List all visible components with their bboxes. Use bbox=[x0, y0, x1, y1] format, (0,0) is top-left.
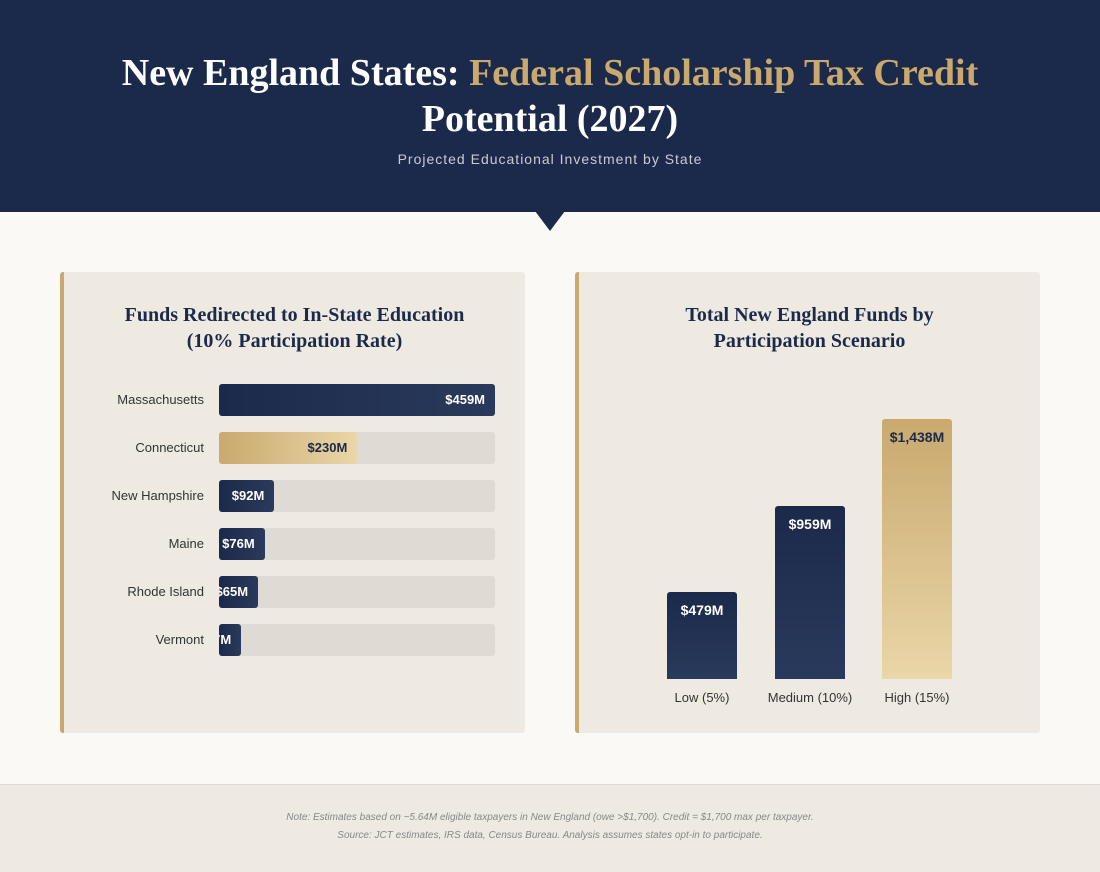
category-label: New Hampshire bbox=[111, 488, 204, 503]
chart-title: Total New England Funds by Participation… bbox=[685, 304, 934, 352]
value-label: $230M bbox=[307, 440, 348, 455]
value-label: $65M bbox=[219, 584, 249, 599]
bar: $37M bbox=[219, 624, 242, 656]
value-label: $459M bbox=[445, 392, 485, 407]
bar: $76M bbox=[219, 528, 265, 560]
bar-track: $65M bbox=[219, 576, 495, 608]
category-label: Low (5%) bbox=[674, 690, 730, 705]
category-label: Medium (10%) bbox=[767, 690, 853, 705]
chart-title: Funds Redirected to In-State Education (… bbox=[124, 304, 465, 352]
bar: $459M bbox=[219, 384, 495, 416]
chart-panel: Total New England Funds by Participation… bbox=[575, 272, 1040, 733]
title-end: Potential (2027) bbox=[421, 98, 679, 140]
bar-track: $459M bbox=[219, 384, 495, 416]
category-label: Maine bbox=[168, 536, 204, 551]
title-start: New England States: bbox=[121, 52, 460, 94]
bar-track: $230M bbox=[219, 432, 495, 464]
chart-panel: Funds Redirected to In-State Education (… bbox=[60, 272, 525, 733]
header: New England States: Federal Scholarship … bbox=[0, 0, 1100, 212]
category-label: High (15%) bbox=[884, 690, 950, 705]
header-pointer bbox=[535, 211, 565, 231]
value-label: $76M bbox=[222, 536, 255, 551]
category-label: Connecticut bbox=[135, 440, 204, 455]
value-label: $479M bbox=[680, 602, 724, 619]
bar-track: $92M bbox=[219, 480, 495, 512]
category-label: Massachusetts bbox=[117, 392, 204, 407]
bar: $959M bbox=[775, 505, 845, 679]
category-label: Vermont bbox=[155, 632, 204, 647]
title-highlight: Federal Scholarship Tax Credit bbox=[469, 52, 979, 94]
bar-track: $76M bbox=[219, 528, 495, 560]
footer-note: Source: JCT estimates, IRS data, Census … bbox=[337, 830, 763, 841]
bar: $65M bbox=[219, 576, 259, 608]
bar: $479M bbox=[667, 592, 737, 679]
value-label: $92M bbox=[231, 488, 265, 503]
bar: $1,438M bbox=[882, 419, 952, 679]
value-label: $1,438M bbox=[889, 429, 945, 445]
value-label: $37M bbox=[219, 632, 232, 647]
category-label: Rhode Island bbox=[127, 584, 204, 599]
bar-track: $37M bbox=[219, 624, 495, 656]
title: New England States: Federal Scholarship … bbox=[0, 50, 1100, 142]
value-label: $959M bbox=[788, 515, 832, 532]
footer-note: Note: Estimates based on ~5.64M eligible… bbox=[286, 812, 814, 823]
footer: Note: Estimates based on ~5.64M eligible… bbox=[0, 784, 1100, 872]
bar: $230M bbox=[219, 432, 358, 464]
subtitle: Projected Educational Investment by Stat… bbox=[397, 151, 703, 167]
bar: $92M bbox=[219, 480, 275, 512]
